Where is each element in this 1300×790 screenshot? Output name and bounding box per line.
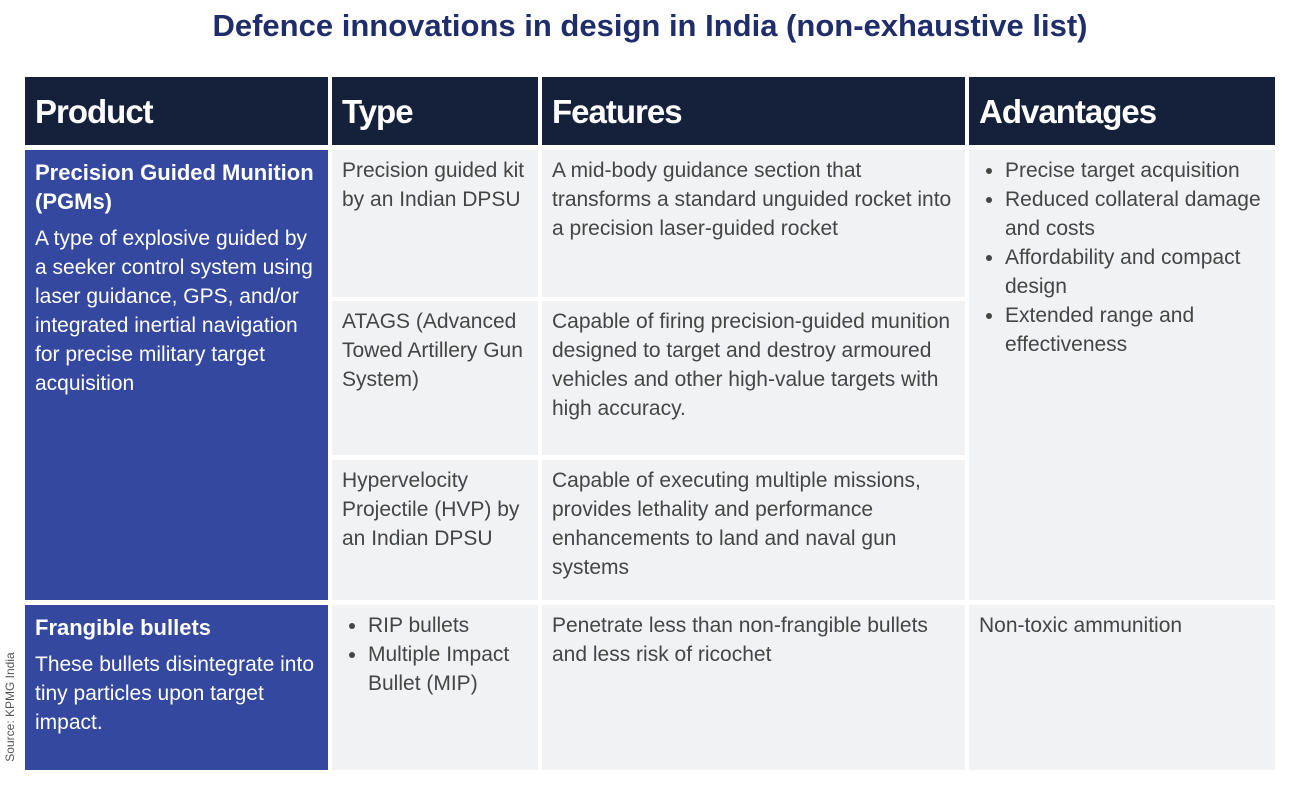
features-cell: Capable of firing precision-guided munit… (542, 301, 965, 455)
product-cell: Precision Guided Munition (PGMs) A type … (25, 150, 328, 600)
advantages-list: Precise target acquisitionReduced collat… (979, 156, 1265, 359)
list-item: Affordability and compact design (1005, 243, 1265, 301)
source-note: Source: KPMG India (3, 652, 17, 762)
header-cell: Product (25, 77, 328, 145)
product-description: These bullets disintegrate into tiny par… (35, 653, 314, 734)
title: Defence innovations in design in India (… (212, 8, 1088, 43)
header-cell: Type (332, 77, 538, 145)
product-description: A type of explosive guided by a seeker c… (35, 227, 313, 395)
product-cell: Frangible bullets These bullets disinteg… (25, 605, 328, 770)
list-item: Reduced collateral damage and costs (1005, 185, 1265, 243)
features-cell: Penetrate less than non-frangible bullet… (542, 605, 965, 770)
type-cell: Hypervelocity Projectile (HVP) by an Ind… (332, 460, 538, 600)
types-list: RIP bulletsMultiple Impact Bullet (MIP) (342, 611, 528, 698)
type-cell: RIP bulletsMultiple Impact Bullet (MIP) (332, 605, 538, 770)
list-item: Precise target acquisition (1005, 156, 1265, 185)
type-cell: Precision guided kit by an Indian DPSU (332, 150, 538, 297)
header-cell: Advantages (969, 77, 1275, 145)
list-item: RIP bullets (368, 611, 528, 640)
type-cell: ATAGS (Advanced Towed Artillery Gun Syst… (332, 301, 538, 455)
product-name: Frangible bullets (35, 615, 212, 640)
features-cell: A mid-body guidance section that transfo… (542, 150, 965, 297)
list-item: Extended range and effectiveness (1005, 301, 1265, 359)
advantages-cell: Non-toxic ammunition (969, 605, 1275, 770)
list-item: Multiple Impact Bullet (MIP) (368, 640, 528, 698)
features-cell: Capable of executing multiple missions, … (542, 460, 965, 600)
advantages-cell: Precise target acquisitionReduced collat… (969, 150, 1275, 600)
header-cell: Features (542, 77, 965, 145)
product-name: Precision Guided Munition (PGMs) (35, 160, 314, 214)
